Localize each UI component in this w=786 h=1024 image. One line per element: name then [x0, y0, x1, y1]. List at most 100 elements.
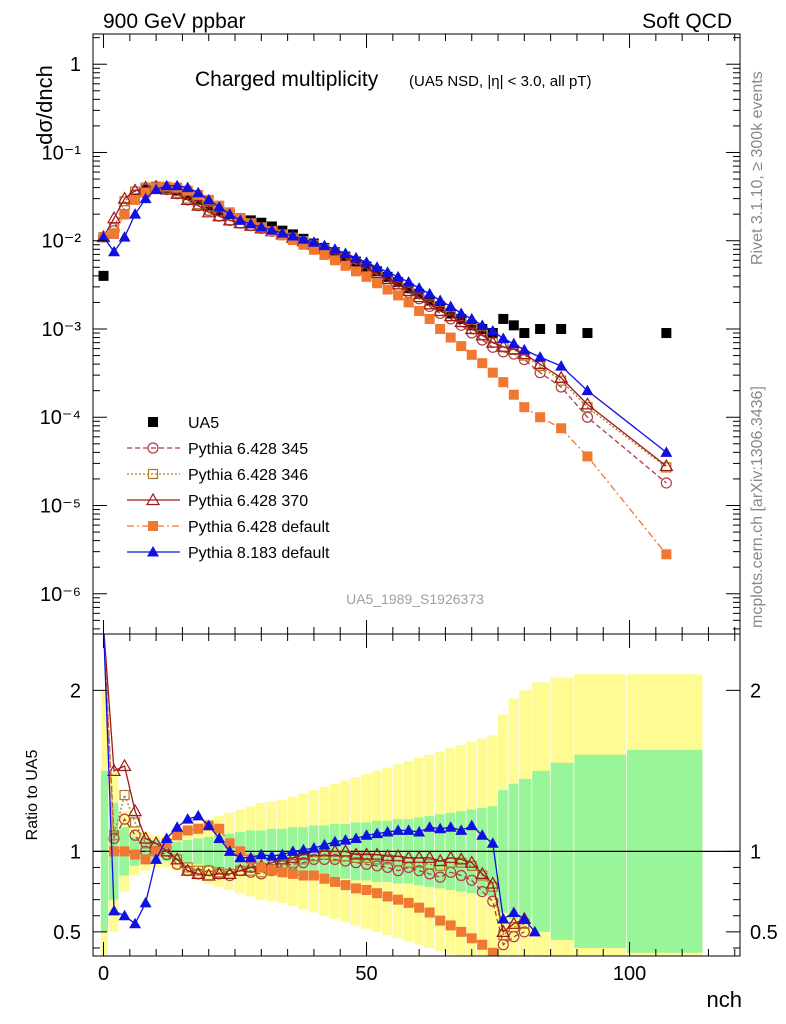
- data-point-ratio-2: [138, 831, 153, 844]
- data-point-ratio-3: [319, 873, 330, 884]
- data-point-main-0: [519, 328, 530, 339]
- data-point-main-3: [506, 342, 521, 355]
- data-point-ratio-3: [287, 868, 298, 879]
- data-point-main-5: [402, 276, 415, 287]
- y-tick-label: 10⁻⁵: [40, 496, 81, 518]
- data-point-main-0: [403, 283, 414, 294]
- data-point-main-5: [581, 384, 594, 396]
- data-point-ratio-4: [297, 843, 310, 855]
- chart-title: Charged multiplicity: [195, 68, 379, 91]
- data-point-ratio-1: [350, 852, 362, 863]
- data-point-ratio-4: [192, 809, 205, 821]
- data-point-main-4: [393, 290, 404, 301]
- legend-entry: Pythia 8.183 default: [127, 545, 330, 562]
- data-point-main-3: [370, 265, 385, 279]
- data-point-ratio-4: [118, 909, 131, 921]
- data-point-main-5: [192, 186, 205, 198]
- data-point-main-4: [319, 249, 330, 260]
- data-point-main-4: [351, 266, 362, 277]
- ratio-y-tick-label-right: 1: [750, 841, 761, 863]
- data-point-ratio-4: [360, 829, 373, 840]
- data-point-main-5: [286, 230, 299, 241]
- data-point-ratio-1: [119, 789, 130, 801]
- data-point-main-3: [391, 277, 406, 290]
- data-point-main-5: [423, 287, 436, 299]
- data-point-main-0: [98, 270, 109, 281]
- data-point-ratio-4: [223, 845, 236, 856]
- header-category-label: Soft QCD: [642, 10, 732, 33]
- data-point-ratio-3: [256, 862, 267, 873]
- data-point-ratio-4: [276, 848, 289, 860]
- x-tick-label: 0: [98, 963, 109, 985]
- data-point-ratio-4: [392, 824, 405, 835]
- data-point-main-0: [466, 320, 477, 331]
- data-point-main-5: [534, 351, 547, 362]
- series-main-4: [98, 181, 672, 560]
- data-point-ratio-4: [202, 819, 215, 831]
- data-point-ratio-3: [519, 959, 529, 969]
- data-point-main-5: [255, 221, 268, 232]
- data-point-main-5: [171, 179, 184, 191]
- data-point-ratio-0: [129, 829, 141, 841]
- data-point-main-5: [392, 270, 405, 282]
- data-point-ratio-2: [348, 847, 364, 860]
- data-point-main-4: [519, 402, 530, 413]
- data-point-main-5: [118, 231, 131, 242]
- data-point-main-5: [129, 208, 142, 219]
- data-point-ratio-1: [487, 881, 498, 892]
- data-point-main-3: [222, 213, 237, 226]
- data-point-ratio-4: [244, 851, 257, 863]
- data-point-ratio-2: [370, 847, 385, 860]
- data-point-main-5: [307, 236, 320, 247]
- legend-label: Pythia 8.183 default: [188, 545, 330, 562]
- data-point-ratio-4: [371, 827, 384, 839]
- data-point-main-3: [201, 205, 216, 218]
- main-y-axis-label: dσ/dnch: [32, 65, 57, 145]
- data-point-ratio-1: [319, 849, 330, 860]
- data-point-ratio-4: [486, 837, 499, 848]
- data-point-ratio-2: [285, 850, 300, 863]
- data-point-ratio-2: [454, 852, 469, 865]
- data-point-ratio-2: [180, 863, 195, 876]
- data-point-ratio-4: [307, 842, 320, 853]
- data-point-main-5: [455, 307, 468, 318]
- data-point-ratio-4: [108, 904, 121, 916]
- data-point-ratio-4: [339, 834, 352, 845]
- data-point-ratio-3: [193, 823, 204, 834]
- data-point-ratio-2: [401, 850, 416, 863]
- data-point-main-3: [580, 397, 595, 410]
- data-point-main-5: [497, 332, 510, 344]
- data-point-main-1: [534, 367, 546, 379]
- data-point-ratio-3: [182, 825, 193, 836]
- legend-marker: [145, 492, 161, 506]
- data-point-ratio-2: [128, 803, 143, 817]
- series-line-main-1: [103, 186, 667, 484]
- main-frame: [92, 33, 741, 635]
- data-point-main-5: [660, 446, 673, 457]
- data-point-main-3: [170, 186, 185, 199]
- x-tick-label: 100: [613, 963, 646, 985]
- legend-entry: Pythia 6.428 default: [127, 519, 330, 536]
- data-point-main-5: [139, 192, 152, 204]
- data-point-main-5: [476, 319, 489, 330]
- data-point-main-4: [298, 239, 309, 250]
- data-point-main-5: [234, 214, 247, 225]
- y-tick-label: 10⁻⁴: [40, 407, 81, 429]
- data-point-main-4: [382, 284, 393, 295]
- data-point-ratio-0: [381, 861, 394, 874]
- data-point-main-4: [556, 423, 567, 434]
- data-point-main-3: [454, 314, 469, 328]
- data-point-ratio-2: [443, 850, 458, 863]
- data-point-main-3: [117, 191, 132, 204]
- data-point-ratio-2: [391, 848, 406, 862]
- data-point-ratio-2: [222, 866, 237, 879]
- data-point-main-5: [413, 282, 426, 293]
- data-point-ratio-2: [464, 855, 479, 868]
- data-point-ratio-1: [424, 859, 435, 870]
- data-point-ratio-2: [170, 852, 185, 865]
- data-point-main-3: [412, 289, 427, 303]
- data-point-main-3: [180, 192, 195, 206]
- legend-marker: [148, 417, 158, 427]
- data-point-main-5: [434, 294, 447, 306]
- data-point-ratio-3: [109, 846, 120, 857]
